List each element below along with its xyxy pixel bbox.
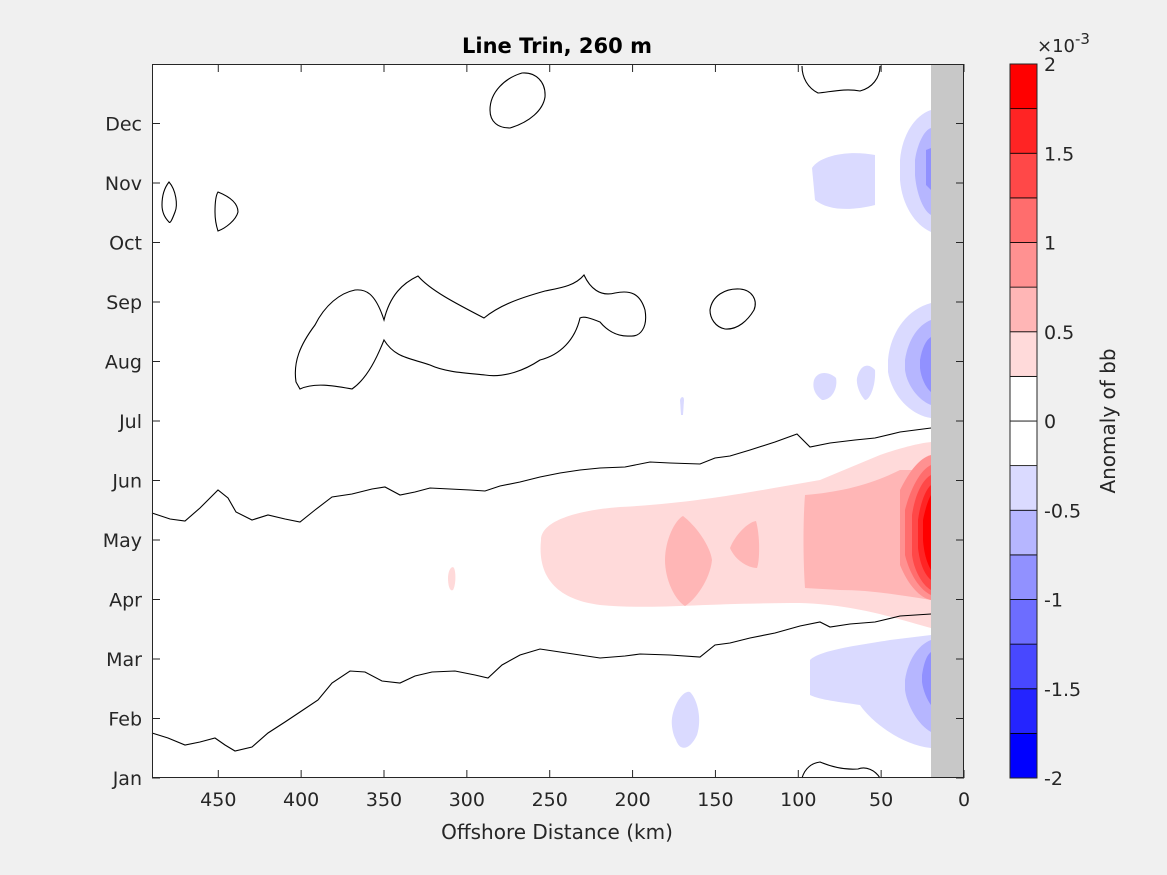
colorbar-exponent-power: -3 xyxy=(1075,30,1090,48)
y-tick-label: Jan xyxy=(112,768,142,790)
colorbar-band xyxy=(1009,688,1038,734)
x-tick-label: 450 xyxy=(200,789,236,811)
y-tick-label: Aug xyxy=(105,352,142,374)
zero-contour-line xyxy=(151,613,932,752)
x-tick-label: 300 xyxy=(449,789,485,811)
y-tick-label: Feb xyxy=(108,709,142,731)
x-tick-label: 100 xyxy=(780,789,816,811)
zero-contour-closed xyxy=(489,72,546,129)
colorbar-band xyxy=(1009,197,1038,243)
y-tick-label: Oct xyxy=(109,233,142,255)
x-axis-label: Offshore Distance (km) xyxy=(441,820,673,844)
colorbar-band xyxy=(1009,599,1038,645)
negative-anomaly-0.25 xyxy=(680,397,684,415)
negative-anomaly-0.25 xyxy=(671,691,700,748)
positive-anomaly-1.75 xyxy=(923,495,931,570)
colorbar-tick-label: -1.5 xyxy=(1044,679,1081,701)
negative-anomaly-0.75 xyxy=(922,652,931,705)
zero-contour-closed xyxy=(214,191,239,232)
x-tick-label: 350 xyxy=(366,789,402,811)
y-tick-label: Nov xyxy=(105,173,142,195)
zero-contour-closed xyxy=(294,273,647,390)
colorbar-exponent: ×10-3 xyxy=(1037,30,1090,57)
zero-contour-closed xyxy=(161,181,177,224)
colorbar-tick-label: 2 xyxy=(1044,54,1056,76)
colorbar-label: Anomaly of bb xyxy=(1096,348,1120,493)
filled-contours xyxy=(448,110,931,748)
negative-anomaly-0.5 xyxy=(905,320,931,405)
negative-anomaly-0.75 xyxy=(926,148,931,190)
x-tick-label: 400 xyxy=(283,789,319,811)
negative-anomaly-0.25 xyxy=(812,153,875,209)
colorbar-tick-label: -2 xyxy=(1044,768,1063,790)
x-tick-label: 250 xyxy=(532,789,568,811)
colorbar-band xyxy=(1009,375,1038,422)
x-tick-label: 0 xyxy=(958,789,970,811)
y-tick-label: Jun xyxy=(111,471,142,493)
negative-anomaly-0.25 xyxy=(856,365,876,400)
y-tick-label: Apr xyxy=(109,590,142,612)
colorbar-band xyxy=(1009,732,1038,779)
colorbar: 2 1.5 1 0.5 0 -0.5 -1 -1.5 -2 xyxy=(1009,54,1081,790)
zero-contour-closed xyxy=(801,65,881,94)
colorbar-band xyxy=(1009,554,1038,600)
colorbar-band xyxy=(1009,331,1038,377)
colorbar-band xyxy=(1009,152,1038,199)
colorbar-band xyxy=(1009,63,1038,110)
colorbar-band xyxy=(1009,509,1038,556)
colorbar-band xyxy=(1009,465,1038,511)
chart-title: Line Trin, 260 m xyxy=(462,34,652,58)
colorbar-tick-label: -0.5 xyxy=(1044,500,1081,522)
colorbar-tick-label: 1.5 xyxy=(1044,143,1074,165)
zero-contour-closed xyxy=(801,761,881,779)
positive-anomaly-0.5 xyxy=(665,516,712,606)
positive-anomaly-0.25 xyxy=(448,567,456,591)
colorbar-exponent-base: ×10 xyxy=(1037,36,1075,57)
zero-contours xyxy=(151,65,932,779)
plot-area xyxy=(151,64,964,779)
y-tick-label: Dec xyxy=(105,114,142,136)
colorbar-tick-label: 1 xyxy=(1044,233,1056,255)
positive-anomaly-0.5 xyxy=(803,470,931,600)
x-tick-label: 50 xyxy=(869,789,893,811)
colorbar-frame xyxy=(1009,63,1038,779)
y-tick-label: Sep xyxy=(106,292,142,314)
colorbar-band xyxy=(1009,286,1038,333)
positive-anomaly-0.5 xyxy=(730,521,760,568)
colorbar-band xyxy=(1009,643,1038,690)
colorbar-band xyxy=(1009,108,1038,154)
x-tick-label: 200 xyxy=(614,789,650,811)
y-axis: Jan Feb Mar Apr May Jun Jul Aug Sep Oct Nov Dec xyxy=(103,114,964,790)
negative-anomaly-0.75 xyxy=(920,337,931,392)
y-tick-label: May xyxy=(103,530,142,552)
colorbar-band xyxy=(1009,242,1038,288)
colorbar-tick-label: 0 xyxy=(1044,411,1056,433)
y-tick-label: Jul xyxy=(118,411,142,433)
negative-anomaly-0.5 xyxy=(905,640,931,732)
colorbar-tick-label: -1 xyxy=(1044,590,1063,612)
negative-anomaly-0.25 xyxy=(813,373,837,400)
y-tick-label: Mar xyxy=(106,649,142,671)
x-tick-label: 150 xyxy=(697,789,733,811)
zero-contour-line xyxy=(151,427,932,523)
x-axis: 450 400 350 300 250 200 150 100 50 0 xyxy=(200,64,970,811)
negative-anomaly-0.25 xyxy=(810,635,931,748)
colorbar-band xyxy=(1009,420,1038,467)
colorbar-tick-label: 0.5 xyxy=(1044,322,1074,344)
zero-contour-closed xyxy=(709,288,756,330)
